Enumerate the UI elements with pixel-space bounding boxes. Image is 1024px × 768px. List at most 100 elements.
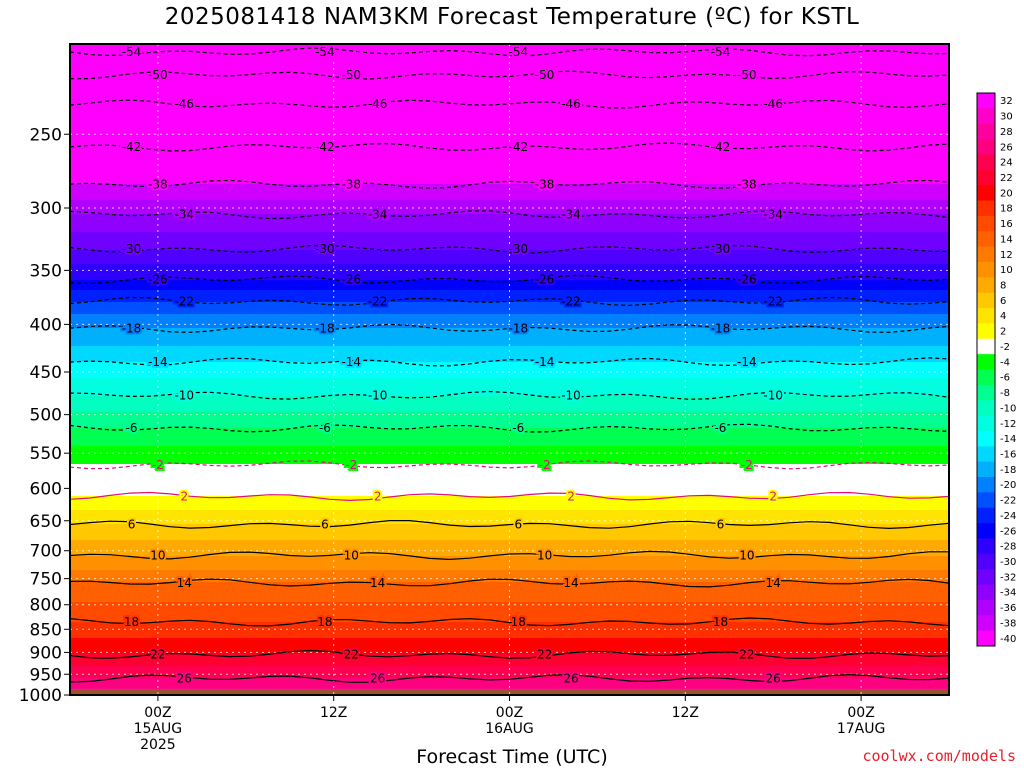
temperature-band [70,450,949,453]
colorbar-swatch [977,308,995,324]
temperature-band [70,456,949,459]
isotherm-label: 14 [766,576,781,590]
isotherm-label: 2 [769,489,777,503]
temperature-band [70,118,949,121]
colorbar-tick-label: -8 [1000,388,1010,399]
colorbar-swatch [977,369,995,386]
temperature-band [70,574,949,577]
temperature-band [70,84,949,87]
isotherm-label: -6 [126,421,138,435]
colorbar-tick-label: 22 [1000,173,1013,184]
temperature-band [70,54,949,57]
colorbar-tick-label: -40 [1000,634,1016,645]
isotherm-label: 14 [177,576,192,590]
temperature-band [70,684,949,687]
temperature-band [70,624,949,627]
temperature-band [70,360,949,363]
colorbar-tick-label: 12 [1000,250,1013,261]
colorbar-swatch [977,446,995,463]
temperature-band [70,556,949,559]
isotherm-label: 2 [567,489,575,503]
temperature-band [70,330,949,333]
isotherm-label: -38 [148,177,168,191]
temperature-band [70,402,949,405]
isotherm-label: 10 [150,548,165,562]
isotherm-label: -22 [561,294,581,308]
isotherm-label: 6 [514,517,522,531]
temperature-band [70,160,949,163]
isotherm-label: -46 [763,97,783,111]
y-tick-label: 800 [30,596,62,616]
temperature-band [70,342,949,345]
temperature-band [70,516,949,519]
temperature-band [70,300,949,303]
temperature-band [70,328,949,331]
isotherm-label: 6 [321,517,329,531]
isotherm-label: 2 [374,489,382,503]
x-tick-label: 16AUG [485,721,534,737]
colorbar-swatch [977,461,995,478]
ground-layer [70,688,949,695]
temperature-band [70,510,949,513]
temperature-band [70,606,949,609]
temperature-band [70,136,949,139]
temperature-band [70,460,949,463]
isotherm-label: -34 [368,208,388,222]
colorbar-swatch [977,477,995,493]
temperature-band [70,234,949,237]
colorbar-tick-label: -12 [1000,419,1016,430]
temperature-band [70,442,949,445]
temperature-band [70,114,949,117]
temperature-band [70,454,949,457]
temperature-band [70,564,949,567]
isotherm-label: 10 [344,548,359,562]
chart-title: 2025081418 NAM3KM Forecast Temperature (… [164,4,860,30]
colorbar-swatch [977,400,995,417]
temperature-band [70,58,949,61]
colorbar-swatch [977,415,995,432]
temperature-band [70,532,949,535]
temperature-band [70,618,949,621]
colorbar-tick-label: 18 [1000,204,1013,215]
x-tick-label: 17AUG [837,721,886,737]
isotherm-label: 18 [317,615,332,629]
temperature-band [70,384,949,387]
colorbar-swatch [977,323,995,340]
x-tick-label: 00Z [847,705,874,721]
temperature-band [70,630,949,633]
temperature-band [70,280,949,283]
temperature-band [70,508,949,511]
temperature-band [70,426,949,429]
temperature-band [70,138,949,141]
temperature-band [70,664,949,667]
isotherm-label: -18 [508,321,528,335]
isotherm-label: 18 [713,615,728,629]
isotherm-label: -2 [539,458,551,472]
colorbar-tick-label: -28 [1000,542,1016,553]
y-tick-label: 350 [30,261,62,281]
temperature-band [70,120,949,123]
isotherm-label: -22 [763,294,783,308]
colorbar-tick-label: 8 [1000,281,1006,292]
temperature-band [70,72,949,75]
colorbar-swatch [977,261,995,278]
temperature-band [70,378,949,381]
colorbar-tick-label: 20 [1000,188,1013,199]
temperature-band [70,354,949,357]
temperature-band [70,78,949,81]
temperature-band [70,334,949,337]
temperature-band [70,570,949,573]
temperature-band [70,204,949,207]
temperature-band [70,580,949,583]
temperature-band [70,490,949,493]
temperature-band [70,288,949,291]
x-tick-label: 2025 [140,737,176,753]
temperature-band [70,246,949,249]
temperature-band [70,438,949,441]
colorbar-swatch [977,215,995,232]
temperature-band [70,312,949,315]
credit-link[interactable]: coolwx.com/models [862,747,1016,765]
temperature-band [70,274,949,277]
temperature-band [70,502,949,505]
temperature-band [70,144,949,147]
